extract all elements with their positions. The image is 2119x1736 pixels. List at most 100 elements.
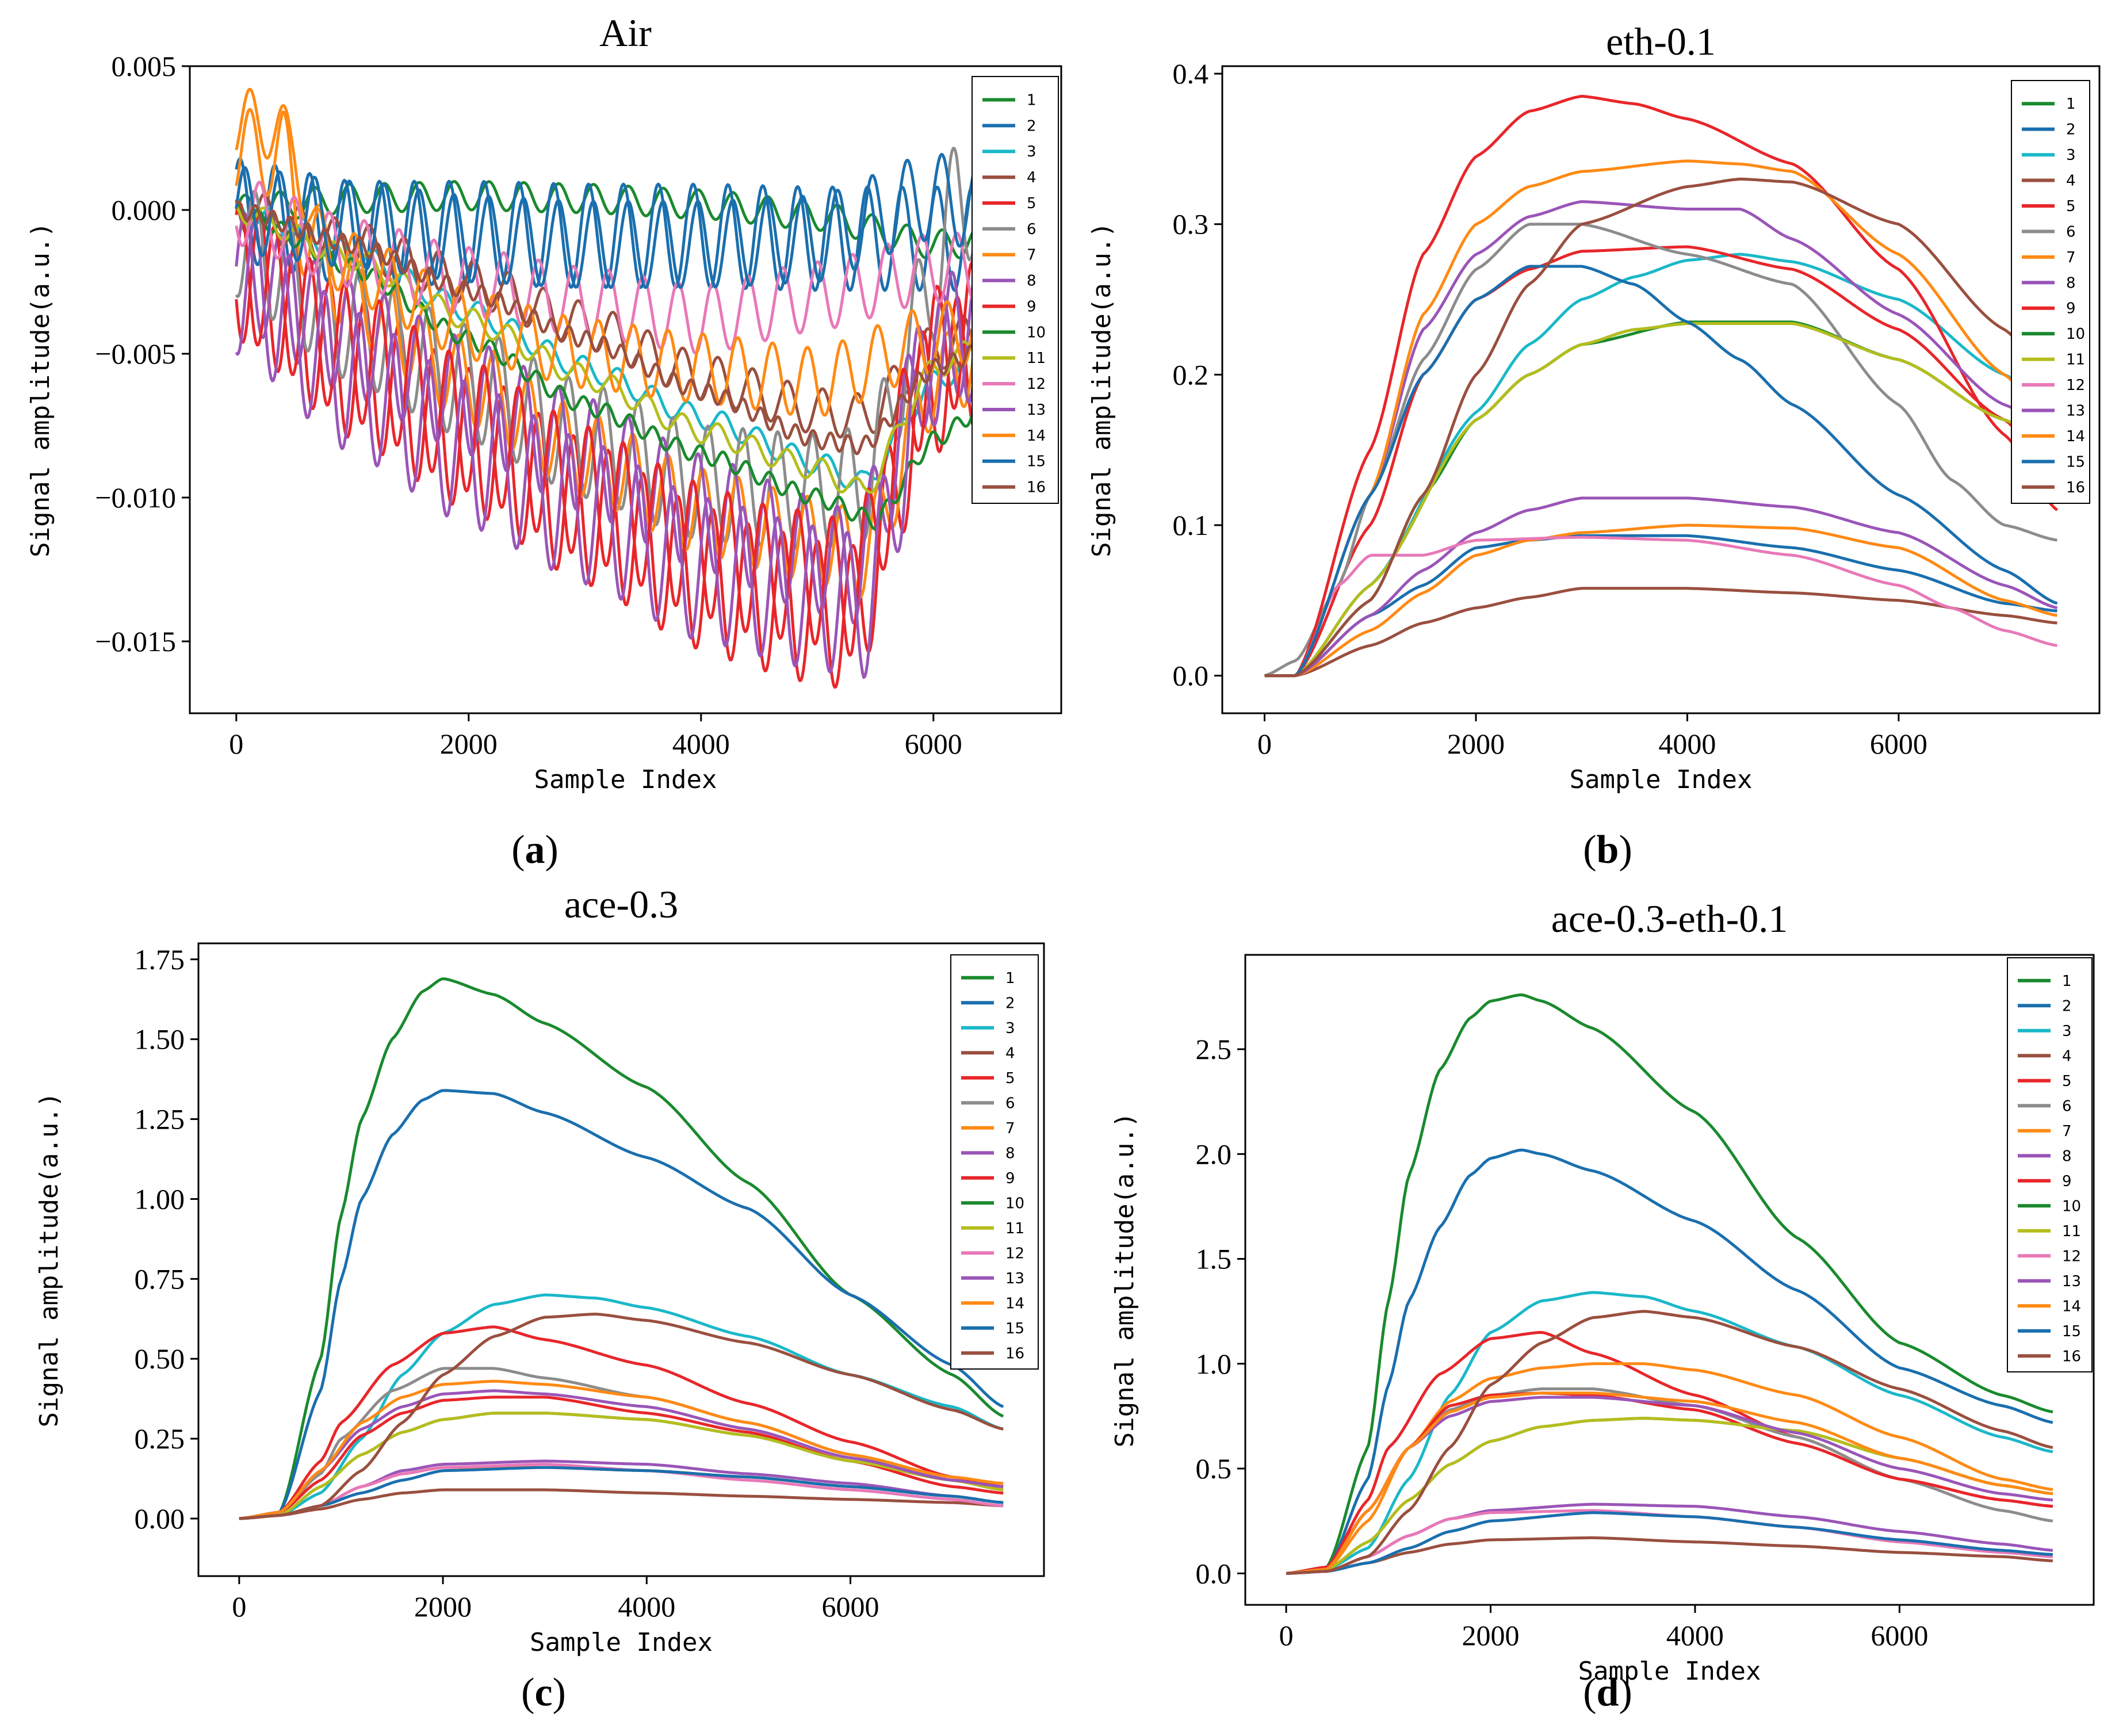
legend-label-6: 6 <box>1027 221 1036 238</box>
y-axis-label: Signal amplitude(a.u.) <box>26 222 55 557</box>
y-axis-label: Signal amplitude(a.u.) <box>1087 222 1116 557</box>
series-line-11 <box>239 1412 1004 1520</box>
legend-label-1: 1 <box>1027 91 1036 109</box>
x-tick-label: 2000 <box>440 728 498 760</box>
legend-label-2: 2 <box>1027 117 1036 135</box>
legend-label-5: 5 <box>2066 198 2076 215</box>
series-line-8 <box>235 209 1051 625</box>
y-tick-label: 1.75 <box>135 943 185 976</box>
y-tick-label: 1.50 <box>135 1023 185 1056</box>
series-line-6 <box>235 147 1051 550</box>
legend-label-11: 11 <box>2062 1223 2081 1240</box>
series-line-15 <box>1286 1511 2053 1575</box>
legend-label-1: 1 <box>2066 95 2076 113</box>
x-tick-label: 2000 <box>1462 1619 1520 1651</box>
y-tick-label: 0.1 <box>1173 509 1209 541</box>
series-line-13 <box>239 1389 1004 1520</box>
chart-panel-b: eth-0.1 0 2000 4000 6000 0.0 0.1 0.2 0.3 0.4 Sampl… <box>1087 20 2101 872</box>
series-line-4 <box>1286 1536 2053 1575</box>
y-tick-label: 0.75 <box>135 1263 185 1295</box>
y-tick-label: 0.0 <box>1173 660 1209 692</box>
series-line-16 <box>235 200 1051 456</box>
series-line-5 <box>239 1325 1004 1520</box>
x-tick-label: 2000 <box>1447 728 1505 760</box>
legend-label-6: 6 <box>2066 223 2076 240</box>
legend-label-9: 9 <box>2062 1173 2072 1190</box>
series-line-13 <box>1264 200 2058 678</box>
y-tick-label: 0.4 <box>1173 58 1209 90</box>
legend-label-7: 7 <box>1005 1120 1015 1137</box>
y-tick-label: −0.005 <box>95 338 176 370</box>
legend-label-6: 6 <box>2062 1098 2072 1115</box>
x-tick-label: 0 <box>1279 1619 1294 1651</box>
y-tick-label: 0.50 <box>135 1343 185 1375</box>
chart-panel-c: ace-0.3 0 2000 4000 6000 0.00 0.25 0.50 0.75 1.00… <box>35 882 1045 1715</box>
chart-title: ace-0.3 <box>564 882 678 926</box>
chart-title: Air <box>599 11 652 55</box>
series-line-1 <box>235 180 1051 259</box>
y-tick-label: 0.0 <box>1196 1557 1232 1589</box>
legend-label-12: 12 <box>2066 377 2085 394</box>
x-axis-label: Sample Index <box>530 1628 713 1657</box>
series-line-16 <box>1264 177 2058 678</box>
legend-label-13: 13 <box>2062 1273 2081 1290</box>
chart-panel-a: Air 0 2000 4000 6000 0.005 0.000 −0.005 −0.010 −0… <box>26 11 1062 872</box>
y-tick-label: 1.5 <box>1196 1243 1232 1275</box>
legend-label-13: 13 <box>2066 402 2085 419</box>
legend-label-1: 1 <box>2062 973 2072 990</box>
y-axis-label: Signal amplitude(a.u.) <box>1110 1112 1139 1448</box>
legend-label-9: 9 <box>1027 298 1036 315</box>
legend-label-15: 15 <box>2066 453 2085 471</box>
x-tick-label: 6000 <box>905 728 962 760</box>
series-line-9 <box>235 201 1051 657</box>
legend-label-14: 14 <box>1027 427 1046 445</box>
y-tick-label: 1.00 <box>135 1183 185 1215</box>
legend-label-3: 3 <box>1027 143 1036 160</box>
series-line-4 <box>239 1488 1004 1520</box>
series-line-9 <box>1264 94 2059 678</box>
legend-label-11: 11 <box>1027 350 1046 367</box>
y-axis-label: Signal amplitude(a.u.) <box>35 1092 64 1428</box>
legend-label-8: 8 <box>2062 1148 2072 1165</box>
series-line-1 <box>1286 993 2053 1575</box>
x-axis-label: Sample Index <box>1578 1657 1761 1686</box>
series-line-8 <box>1264 496 2058 678</box>
y-tick-label: 1.25 <box>135 1103 185 1135</box>
panel-caption: (a) <box>511 828 559 872</box>
legend-label-4: 4 <box>2062 1047 2072 1065</box>
legend-label-7: 7 <box>1027 247 1036 264</box>
series-line-2 <box>1264 534 2057 678</box>
legend-label-14: 14 <box>2062 1298 2081 1315</box>
y-tick-label: 1.0 <box>1196 1348 1232 1380</box>
x-tick-label: 2000 <box>414 1590 472 1623</box>
y-tick-label: 0.25 <box>135 1423 185 1455</box>
legend-label-7: 7 <box>2062 1123 2072 1140</box>
legend-label-15: 15 <box>2062 1323 2081 1340</box>
x-tick-label: 0 <box>232 1590 246 1623</box>
series-line-12 <box>1264 536 2057 678</box>
series-line-16 <box>1286 1310 2053 1575</box>
legend-label-5: 5 <box>1005 1070 1015 1087</box>
series-line-13 <box>235 211 1051 679</box>
legend-label-9: 9 <box>2066 300 2076 318</box>
series-line-10 <box>235 200 1050 530</box>
legend-label-3: 3 <box>1005 1020 1015 1037</box>
y-tick-label: 0.3 <box>1173 208 1209 240</box>
series-line-15 <box>1264 265 2058 678</box>
legend-box <box>950 954 1039 1370</box>
x-tick-label: 4000 <box>672 728 730 760</box>
series-line-3 <box>1286 1291 2053 1575</box>
legend-label-10: 10 <box>1027 324 1046 341</box>
legend-label-9: 9 <box>1005 1170 1015 1187</box>
series-lines <box>1286 993 2053 1575</box>
legend-box <box>971 76 1059 504</box>
legend-label-2: 2 <box>2066 121 2076 139</box>
series-line-14 <box>1264 159 2058 678</box>
legend-label-4: 4 <box>1005 1045 1015 1062</box>
x-tick-label: 0 <box>229 728 243 760</box>
legend-label-3: 3 <box>2062 1023 2072 1040</box>
